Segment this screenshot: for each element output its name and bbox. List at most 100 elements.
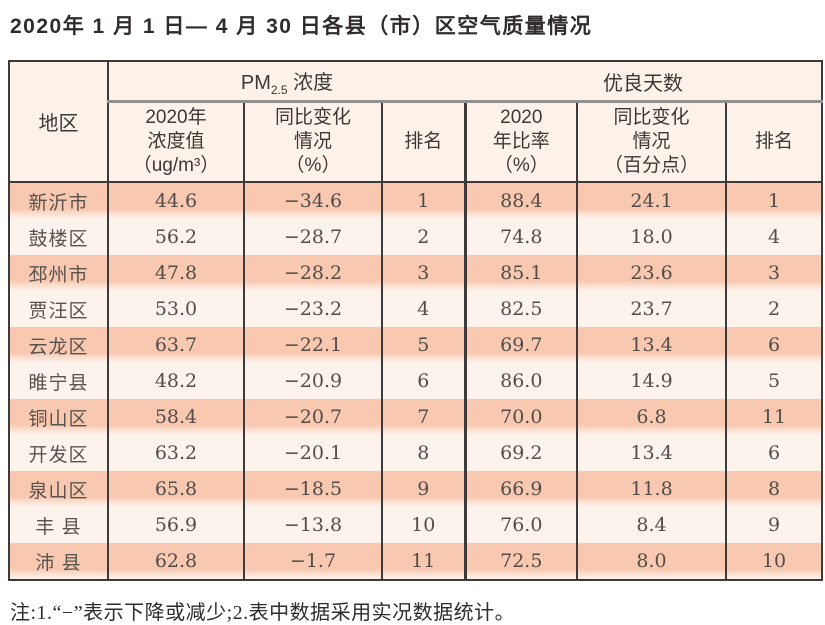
- cell-good-rank: 11: [726, 399, 823, 435]
- cell-good-rank: 2: [726, 291, 823, 327]
- column-header-pm-change: 同比变化 情况 （%）: [244, 101, 383, 183]
- cell-pm-change: −22.1: [244, 327, 383, 363]
- cell-region: 泉山区: [9, 471, 109, 507]
- group-header-pm25: PM2.5 浓度: [108, 61, 466, 103]
- cell-good-change: 11.8: [577, 471, 728, 507]
- cell-good-change: 23.7: [577, 291, 728, 327]
- cell-pm-rank: 2: [382, 219, 467, 255]
- cell-region: 邳州市: [9, 255, 109, 291]
- cell-good-ratio: 72.5: [465, 543, 579, 580]
- table-row: 贾汪区 53.0 −23.2 4 82.5 23.7 2: [9, 291, 823, 327]
- cell-pm-change: −28.7: [244, 219, 383, 255]
- cell-good-ratio: 70.0: [465, 399, 579, 435]
- cell-pm-change: −20.7: [244, 399, 383, 435]
- cell-pm-change: −20.1: [244, 435, 383, 471]
- cell-pm-value: 47.8: [108, 255, 245, 291]
- column-header-region: 地区: [9, 61, 109, 183]
- cell-good-rank: 4: [726, 219, 823, 255]
- cell-good-rank: 3: [726, 255, 823, 291]
- pm25-label-subscript: 2.5: [270, 82, 288, 97]
- cell-pm-rank: 8: [382, 435, 467, 471]
- cell-pm-value: 58.4: [108, 399, 245, 435]
- cell-pm-rank: 11: [382, 543, 467, 580]
- cell-good-rank: 9: [726, 507, 823, 543]
- cell-good-ratio: 85.1: [465, 255, 579, 291]
- cell-region: 鼓楼区: [9, 219, 109, 255]
- table-row: 新沂市 44.6 −34.6 1 88.4 24.1 1: [9, 182, 823, 219]
- cell-good-ratio: 86.0: [465, 363, 579, 399]
- table-row: 邳州市 47.8 −28.2 3 85.1 23.6 3: [9, 255, 823, 291]
- table-row: 鼓楼区 56.2 −28.7 2 74.8 18.0 4: [9, 219, 823, 255]
- cell-region: 睢宁县: [9, 363, 109, 399]
- cell-good-change: 23.6: [577, 255, 728, 291]
- cell-good-rank: 10: [726, 543, 823, 580]
- column-header-pm-value: 2020年 浓度值 （ug/m³）: [108, 101, 245, 183]
- cell-pm-rank: 9: [382, 471, 467, 507]
- column-header-good-change: 同比变化 情况 （百分点）: [577, 101, 728, 183]
- cell-good-ratio: 74.8: [465, 219, 579, 255]
- cell-pm-value: 56.2: [108, 219, 245, 255]
- cell-good-change: 24.1: [577, 182, 728, 219]
- cell-pm-change: −23.2: [244, 291, 383, 327]
- cell-good-rank: 6: [726, 327, 823, 363]
- cell-good-ratio: 66.9: [465, 471, 579, 507]
- cell-good-rank: 6: [726, 435, 823, 471]
- cell-pm-change: −28.2: [244, 255, 383, 291]
- table-body: 新沂市 44.6 −34.6 1 88.4 24.1 1 鼓楼区 56.2 −2…: [9, 182, 823, 580]
- cell-region: 沛 县: [9, 543, 109, 580]
- cell-good-ratio: 69.7: [465, 327, 579, 363]
- table-row: 铜山区 58.4 −20.7 7 70.0 6.8 11: [9, 399, 823, 435]
- cell-good-ratio: 82.5: [465, 291, 579, 327]
- cell-good-ratio: 69.2: [465, 435, 579, 471]
- table-row: 丰 县 56.9 −13.8 10 76.0 8.4 9: [9, 507, 823, 543]
- cell-region: 新沂市: [9, 182, 109, 219]
- cell-pm-rank: 5: [382, 327, 467, 363]
- cell-region: 开发区: [9, 435, 109, 471]
- table-row: 睢宁县 48.2 −20.9 6 86.0 14.9 5: [9, 363, 823, 399]
- cell-pm-rank: 4: [382, 291, 467, 327]
- group-header-row: 地区 PM2.5 浓度 优良天数: [9, 61, 823, 183]
- table-row: 沛 县 62.8 −1.7 11 72.5 8.0 10: [9, 543, 823, 580]
- cell-pm-value: 53.0: [108, 291, 245, 327]
- cell-pm-change: −20.9: [244, 363, 383, 399]
- cell-pm-value: 56.9: [108, 507, 245, 543]
- cell-region: 云龙区: [9, 327, 109, 363]
- cell-pm-value: 63.7: [108, 327, 245, 363]
- footnote: 注:1.“−”表示下降或减少;2.表中数据采用实况数据统计。: [10, 602, 516, 624]
- column-header-pm-rank: 排名: [382, 101, 467, 183]
- cell-pm-value: 65.8: [108, 471, 245, 507]
- pm25-label-prefix: PM: [240, 71, 271, 94]
- cell-good-rank: 5: [726, 363, 823, 399]
- page-title: 2020年 1 月 1 日— 4 月 30 日各县（市）区空气质量情况: [10, 15, 593, 38]
- cell-good-ratio: 76.0: [465, 507, 579, 543]
- air-quality-table: 地区 PM2.5 浓度 优良天数 2020年 浓度值 （ug/m³） 同比变化 …: [8, 60, 824, 581]
- table-row: 云龙区 63.7 −22.1 5 69.7 13.4 6: [9, 327, 823, 363]
- cell-good-change: 13.4: [577, 327, 728, 363]
- cell-good-change: 6.8: [577, 399, 728, 435]
- cell-good-change: 18.0: [577, 219, 728, 255]
- cell-good-change: 8.4: [577, 507, 728, 543]
- cell-pm-change: −18.5: [244, 471, 383, 507]
- cell-good-change: 13.4: [577, 435, 728, 471]
- cell-pm-rank: 1: [382, 182, 467, 219]
- table-header: 地区 PM2.5 浓度 优良天数 2020年 浓度值 （ug/m³） 同比变化 …: [9, 61, 823, 183]
- cell-pm-change: −34.6: [244, 182, 383, 219]
- sub-header-row: 2020年 浓度值 （ug/m³） 同比变化 情况 （%） 排名 2020 年比…: [9, 101, 823, 183]
- cell-pm-value: 63.2: [108, 435, 245, 471]
- cell-good-change: 8.0: [577, 543, 728, 580]
- cell-region: 贾汪区: [9, 291, 109, 327]
- pm25-label-suffix: 浓度: [287, 71, 334, 94]
- cell-good-rank: 8: [726, 471, 823, 507]
- group-header-good-days: 优良天数: [465, 61, 823, 103]
- table-row: 泉山区 65.8 −18.5 9 66.9 11.8 8: [9, 471, 823, 507]
- cell-pm-value: 62.8: [108, 543, 245, 580]
- cell-pm-change: −1.7: [244, 543, 383, 580]
- cell-pm-value: 44.6: [108, 182, 245, 219]
- cell-region: 铜山区: [9, 399, 109, 435]
- cell-pm-rank: 10: [382, 507, 467, 543]
- cell-pm-rank: 7: [382, 399, 467, 435]
- cell-region: 丰 县: [9, 507, 109, 543]
- cell-good-rank: 1: [726, 182, 823, 219]
- cell-good-ratio: 88.4: [465, 182, 579, 219]
